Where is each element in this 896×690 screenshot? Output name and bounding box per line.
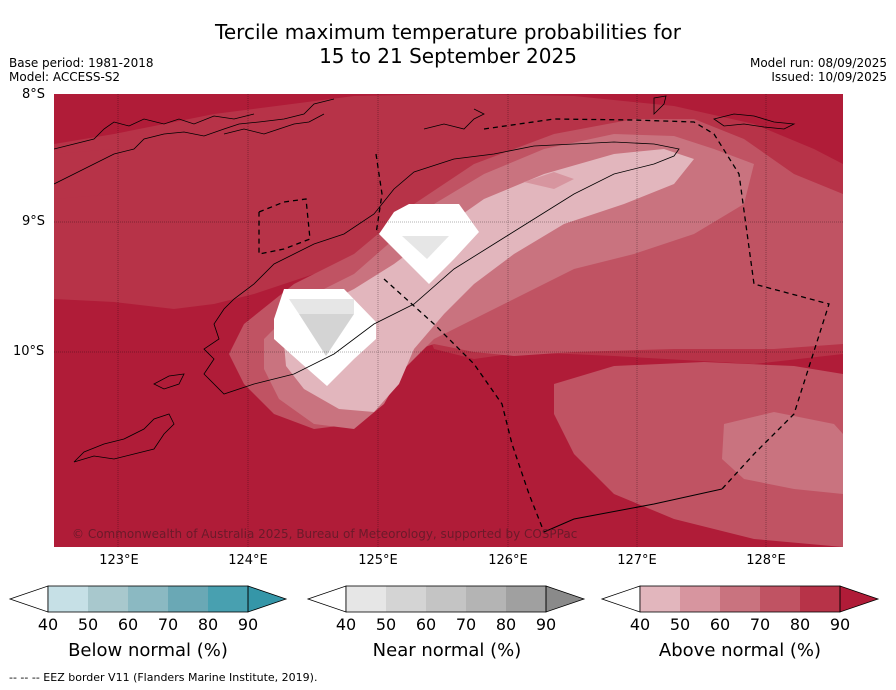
contour-40-50 xyxy=(284,149,694,412)
below-normal-tick-80: 80 xyxy=(197,615,219,634)
base-period: Base period: 1981-2018 xyxy=(9,56,154,70)
near-normal-swatch-5 xyxy=(506,586,546,612)
contour-70-80-b xyxy=(54,149,114,199)
lat-label-9s: 9°S xyxy=(22,214,46,229)
lon-label-123e: 123°E xyxy=(99,553,139,568)
above-normal-tick-60: 60 xyxy=(709,615,731,634)
coastlines xyxy=(54,95,796,463)
near-normal-swatch-3 xyxy=(426,586,466,612)
near-normal-extend-high xyxy=(545,585,586,613)
model-run: Model run: 08/09/2025 xyxy=(749,56,887,70)
below-normal-tick-70: 70 xyxy=(157,615,179,634)
below-normal-swatch-3 xyxy=(128,586,168,612)
eez-border xyxy=(258,118,830,533)
model-name: Model: ACCESS-S2 xyxy=(9,70,121,84)
below-normal-swatch-1 xyxy=(48,586,88,612)
near-normal-swatch-1 xyxy=(346,586,386,612)
title-line-2: 15 to 21 September 2025 xyxy=(319,44,577,68)
below-normal-extend-high xyxy=(247,585,288,613)
lon-label-128e: 128°E xyxy=(746,553,786,568)
colorbar-near-normal xyxy=(306,585,586,613)
issued-date: Issued: 10/09/2025 xyxy=(771,70,887,84)
near-normal-swatch-2 xyxy=(386,586,426,612)
grid-lines xyxy=(54,94,843,547)
colorbar-above-normal xyxy=(600,585,880,613)
near-normal-tick-70: 70 xyxy=(455,615,477,634)
above-normal-swatch-4 xyxy=(760,586,800,612)
lat-label-10s: 10°S xyxy=(13,344,45,359)
above-normal-extend-low xyxy=(600,585,641,613)
lon-label-125e: 125°E xyxy=(358,553,398,568)
above-normal-extend-high xyxy=(839,585,880,613)
above-normal-outline xyxy=(639,585,841,613)
near-normal-tick-60: 60 xyxy=(415,615,437,634)
grey-cell-south-light xyxy=(289,299,354,314)
above-normal-swatch-1 xyxy=(640,586,680,612)
above-normal-swatch-3 xyxy=(720,586,760,612)
below-normal-extend-low xyxy=(8,585,49,613)
near-normal-swatch-4 xyxy=(466,586,506,612)
below-normal-tick-60: 60 xyxy=(117,615,139,634)
lon-label-127e: 127°E xyxy=(617,553,657,568)
lon-label-126e: 126°E xyxy=(488,553,528,568)
near-normal-tick-40: 40 xyxy=(335,615,357,634)
near-normal-tick-80: 80 xyxy=(495,615,517,634)
above-normal-tick-90: 90 xyxy=(829,615,851,634)
title-line-1: Tercile maximum temperature probabilitie… xyxy=(215,20,681,44)
above-normal-swatch-2 xyxy=(680,586,720,612)
below-normal-swatch-4 xyxy=(168,586,208,612)
below-normal-tick-50: 50 xyxy=(77,615,99,634)
near-normal-tick-50: 50 xyxy=(375,615,397,634)
colorbars xyxy=(8,585,880,613)
below-normal-swatch-5 xyxy=(208,586,248,612)
above-normal-tick-40: 40 xyxy=(629,615,651,634)
below-normal-swatch-2 xyxy=(88,586,128,612)
near-normal-outline xyxy=(345,585,547,613)
chart-title: Tercile maximum temperature probabilitie… xyxy=(0,20,896,68)
near-normal-label: Near normal (%) xyxy=(372,640,522,661)
colorbar-below-normal xyxy=(8,585,288,613)
lat-label-8s: 8°S xyxy=(22,87,46,102)
above-normal-tick-50: 50 xyxy=(669,615,691,634)
below-normal-label: Below normal (%) xyxy=(68,640,228,661)
lon-label-124e: 124°E xyxy=(228,553,268,568)
copyright-text: © Commonwealth of Australia 2025, Bureau… xyxy=(72,527,577,541)
below-normal-outline xyxy=(47,585,249,613)
above-normal-tick-80: 80 xyxy=(789,615,811,634)
meta-left: Base period: 1981-2018 Model: ACCESS-S2 xyxy=(9,56,154,84)
above-normal-tick-70: 70 xyxy=(749,615,771,634)
above-normal-label: Above normal (%) xyxy=(658,640,822,661)
near-normal-extend-low xyxy=(306,585,347,613)
near-normal-tick-90: 90 xyxy=(535,615,557,634)
land-border xyxy=(543,488,723,533)
grey-cell-north xyxy=(402,236,449,259)
meta-right: Model run: 08/09/2025 Issued: 10/09/2025 xyxy=(750,56,887,84)
contour-40-50-island xyxy=(524,172,574,189)
contour-50-60-south xyxy=(722,412,843,494)
contour-60-70-south xyxy=(554,362,843,547)
below-normal-tick-90: 90 xyxy=(237,615,259,634)
above-normal-swatch-5 xyxy=(800,586,840,612)
grey-cell-south xyxy=(299,314,354,356)
below-normal-tick-40: 40 xyxy=(37,615,59,634)
probability-map: © Commonwealth of Australia 2025, Bureau… xyxy=(54,94,843,547)
eez-footer: -- -- -- EEZ border V11 (Flanders Marine… xyxy=(9,671,318,684)
